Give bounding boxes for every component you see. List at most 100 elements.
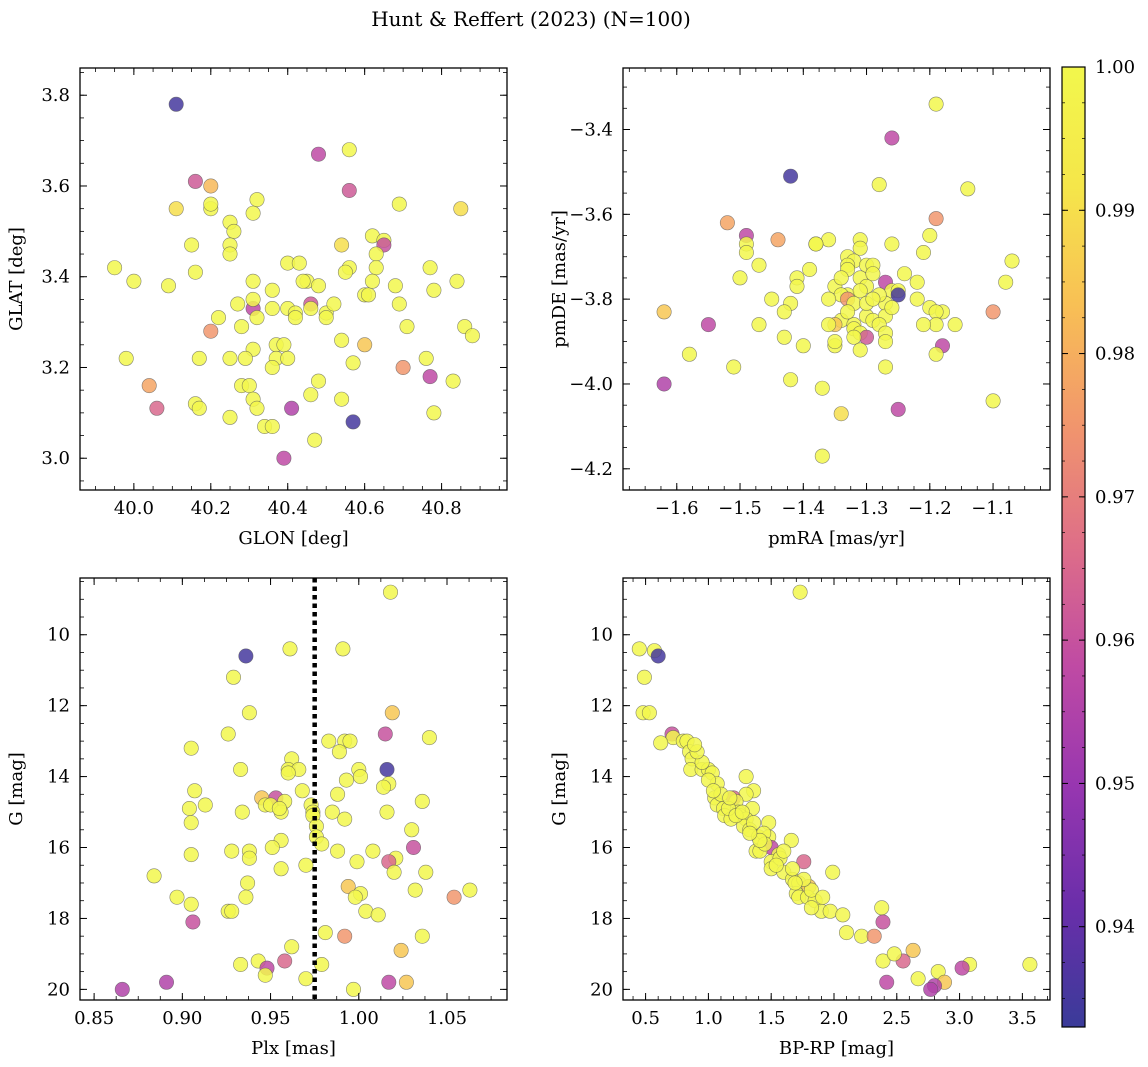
data-point (284, 939, 300, 955)
data-point (814, 448, 830, 464)
data-point (226, 669, 242, 685)
x-tick-label: 40.8 (422, 498, 462, 519)
data-point (326, 296, 342, 312)
data-point (377, 726, 393, 742)
data-point (681, 346, 697, 362)
data-point (453, 201, 469, 217)
data-point (364, 273, 380, 289)
data-point (379, 804, 395, 820)
data-point (821, 317, 837, 333)
data-point (303, 300, 319, 316)
data-point (295, 273, 311, 289)
data-point (789, 278, 805, 294)
data-point (230, 296, 246, 312)
data-point (264, 282, 280, 298)
data-point (224, 903, 240, 919)
data-point (783, 168, 799, 184)
y-tick-label: −3.6 (569, 204, 613, 225)
data-point (909, 274, 925, 290)
data-point (241, 378, 257, 394)
colorbar: 0.94 0.95 0.96 0.97 0.98 0.99 1.00 (1061, 57, 1135, 1028)
data-point (875, 914, 891, 930)
data-point (191, 400, 207, 416)
y-tick-label: 16 (47, 838, 70, 859)
data-point (407, 882, 423, 898)
data-point (184, 237, 200, 253)
data-point (203, 178, 219, 194)
x-axis-label: GLON [deg] (238, 528, 348, 549)
data-point (287, 310, 303, 326)
data-point (909, 291, 925, 307)
data-point (1022, 956, 1038, 972)
colorbar-tick-label: 1.00 (1095, 57, 1135, 78)
x-tick-label: −1.5 (718, 498, 762, 519)
x-tick-label: 3.0 (945, 1008, 974, 1029)
data-point (858, 329, 874, 345)
data-point (815, 889, 831, 905)
data-point (426, 282, 442, 298)
data-point (298, 971, 314, 987)
y-tick-label: 18 (47, 908, 70, 929)
x-tick-label: 1.0 (694, 1008, 723, 1029)
data-point (264, 839, 280, 855)
data-point (159, 974, 175, 990)
x-tick-label: 3.5 (1008, 1008, 1037, 1029)
data-point (334, 237, 350, 253)
data-point (334, 391, 350, 407)
data-point (161, 278, 177, 294)
data-point (203, 323, 219, 339)
y-tick-label: 3.6 (41, 176, 70, 197)
data-point (877, 334, 893, 350)
data-point (249, 400, 265, 416)
data-point (220, 726, 236, 742)
data-point (722, 790, 738, 806)
panel-glon-glat: 40.0 40.2 40.4 40.6 40.8 3.0 3.2 3.4 3.6 3.8 GLON … (6, 67, 508, 549)
data-point (865, 266, 881, 282)
x-tick-label: 1.5 (757, 1008, 786, 1029)
x-tick-label: 1.00 (339, 1008, 379, 1029)
data-point (734, 804, 750, 820)
data-point (298, 857, 314, 873)
data-point (183, 815, 199, 831)
data-point (264, 418, 280, 434)
y-tick-label: 20 (47, 979, 70, 1000)
y-tick-label: 10 (47, 625, 70, 646)
colorbar-tick-label: 0.96 (1095, 630, 1135, 651)
data-point (792, 584, 808, 600)
x-tick-label: −1.1 (971, 498, 1015, 519)
data-point (719, 215, 735, 231)
data-point (330, 843, 346, 859)
x-tick-label: 0.95 (251, 1008, 291, 1029)
data-point (245, 205, 261, 221)
x-tick-label: 40.2 (191, 498, 231, 519)
data-point (307, 432, 323, 448)
data-point (884, 236, 900, 252)
x-tick-label: 1.05 (427, 1008, 467, 1029)
data-point (796, 854, 812, 870)
data-point (922, 228, 938, 244)
data-point (141, 378, 157, 394)
data-point (324, 804, 340, 820)
x-tick-label: 40.6 (345, 498, 385, 519)
data-point (277, 953, 293, 969)
data-point (384, 705, 400, 721)
data-point (404, 822, 420, 838)
data-point (185, 914, 201, 930)
data-point (233, 956, 249, 972)
data-point (191, 350, 207, 366)
y-tick-label: −3.8 (569, 289, 613, 310)
x-axis-label: Plx [mas] (251, 1038, 336, 1059)
x-axis-label: BP-RP [mag] (779, 1038, 894, 1059)
data-point (732, 270, 748, 286)
data-point (833, 270, 849, 286)
data-point (375, 779, 391, 795)
data-point (877, 359, 893, 375)
data-point (360, 287, 376, 303)
data-point (183, 740, 199, 756)
data-point (795, 338, 811, 354)
y-tick-label: 20 (590, 979, 613, 1000)
data-point (381, 974, 397, 990)
data-point (337, 264, 353, 280)
data-point (884, 130, 900, 146)
data-point (875, 953, 891, 969)
